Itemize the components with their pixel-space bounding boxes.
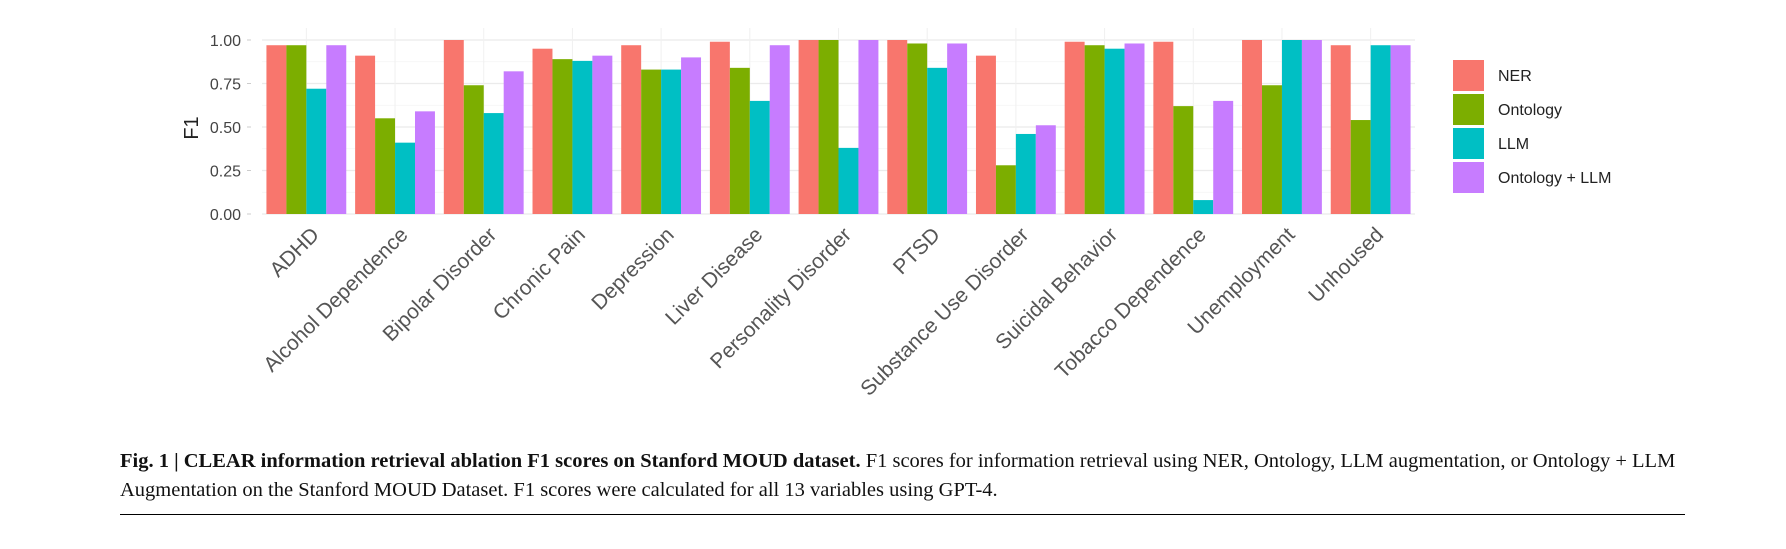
bar-ontology-llm-unemployment <box>1301 40 1322 214</box>
bar-ontology-llm-chronic-pain <box>592 55 613 214</box>
bar-ontology-suicidal-behavior <box>1084 45 1105 214</box>
bar-ner-adhd <box>266 45 287 214</box>
legend-label: NER <box>1498 68 1532 85</box>
bar-ontology-substance-use-disorder <box>995 165 1016 214</box>
bar-ontology-llm-alcohol-dependence <box>414 111 435 214</box>
figure-caption: Fig. 1 | CLEAR information retrieval abl… <box>120 447 1688 505</box>
bar-ontology-llm-ptsd <box>947 43 968 215</box>
bar-ontology-llm-liver-disease <box>769 45 790 214</box>
bar-ontology-llm-tobacco-dependence <box>1213 100 1234 214</box>
x-tick-label: Tobacco Dependence <box>1051 223 1211 383</box>
bar-ner-unhoused <box>1330 45 1351 214</box>
legend-swatch <box>1453 94 1484 125</box>
legend-swatch <box>1453 162 1484 193</box>
bar-ontology-llm-suicidal-behavior <box>1124 43 1145 215</box>
bar-ontology-unhoused <box>1350 120 1371 214</box>
bar-ontology-llm-depression <box>681 57 702 215</box>
bar-llm-unemployment <box>1281 40 1302 214</box>
bar-ontology-adhd <box>286 45 307 214</box>
y-tick-label: 1.00 <box>210 33 241 50</box>
bar-ner-unemployment <box>1242 40 1263 214</box>
bar-llm-bipolar-disorder <box>483 113 504 214</box>
bar-ner-suicidal-behavior <box>1064 41 1085 214</box>
y-tick-label: 0.50 <box>210 120 241 137</box>
bar-ner-personality-disorder <box>798 40 819 214</box>
x-tick-label: ADHD <box>266 223 324 281</box>
bar-ontology-unemployment <box>1262 85 1282 215</box>
bar-ontology-liver-disease <box>729 67 750 214</box>
y-axis-ticks: 0.00 0.25 0.50 0.75 1.00 <box>210 33 251 224</box>
bar-ontology-personality-disorder <box>818 40 839 214</box>
legend-swatch <box>1453 128 1484 159</box>
legend-swatch <box>1453 60 1484 91</box>
legend-label: LLM <box>1498 136 1529 153</box>
x-tick-label: Depression <box>587 223 678 314</box>
y-tick-label: 0.75 <box>210 77 241 94</box>
bar-ontology-tobacco-dependence <box>1173 106 1194 214</box>
bar-ner-alcohol-dependence <box>355 55 376 214</box>
bar-llm-ptsd <box>927 67 948 214</box>
bar-ontology-depression <box>641 69 662 214</box>
bar-ontology-ptsd <box>907 43 928 215</box>
bar-llm-adhd <box>306 88 327 214</box>
bar-llm-unhoused <box>1370 45 1391 214</box>
legend-label: Ontology + LLM <box>1498 170 1611 187</box>
bar-llm-depression <box>661 69 682 214</box>
bar-ner-tobacco-dependence <box>1153 41 1174 214</box>
bar-ontology-chronic-pain <box>552 59 573 214</box>
bar-ontology-llm-personality-disorder <box>858 40 879 214</box>
y-axis-title: F1 <box>181 116 203 139</box>
caption-body: F1 scores for information retrieval usin… <box>120 450 1676 501</box>
bar-ner-chronic-pain <box>532 48 553 215</box>
y-tick-label: 0.00 <box>210 207 241 224</box>
bar-ontology-llm-unhoused <box>1390 45 1411 214</box>
bar-ner-liver-disease <box>709 41 730 214</box>
bar-llm-suicidal-behavior <box>1104 48 1125 215</box>
bar-llm-personality-disorder <box>838 147 859 214</box>
bar-ner-bipolar-disorder <box>443 40 464 214</box>
bar-llm-tobacco-dependence <box>1193 200 1214 214</box>
bar-ontology-bipolar-disorder <box>463 85 484 215</box>
bar-ner-substance-use-disorder <box>975 55 996 214</box>
x-tick-label: PTSD <box>889 223 945 279</box>
bar-llm-substance-use-disorder <box>1015 133 1036 214</box>
bar-ontology-llm-bipolar-disorder <box>503 71 524 214</box>
bar-ontology-llm-substance-use-disorder <box>1035 125 1056 214</box>
bar-ner-depression <box>621 45 642 214</box>
bars <box>266 40 1411 215</box>
y-tick-label: 0.25 <box>210 164 241 181</box>
bar-ontology-alcohol-dependence <box>375 118 396 214</box>
bar-llm-alcohol-dependence <box>395 142 415 214</box>
caption-title: Fig. 1 | CLEAR information retrieval abl… <box>120 450 861 472</box>
legend-label: Ontology <box>1498 102 1562 119</box>
legend: NER Ontology LLM Ontology + LLM <box>1453 60 1611 193</box>
x-tick-label: Substance Use Disorder <box>856 223 1033 400</box>
bar-ontology-llm-adhd <box>326 45 347 214</box>
x-tick-label: Unhoused <box>1304 223 1388 307</box>
x-tick-label: Chronic Pain <box>489 223 590 324</box>
bar-llm-chronic-pain <box>572 60 593 214</box>
caption-divider <box>120 514 1685 515</box>
bar-llm-liver-disease <box>749 100 770 214</box>
x-tick-label: Alcohol Dependence <box>259 223 412 376</box>
bar-ner-ptsd <box>887 40 908 214</box>
